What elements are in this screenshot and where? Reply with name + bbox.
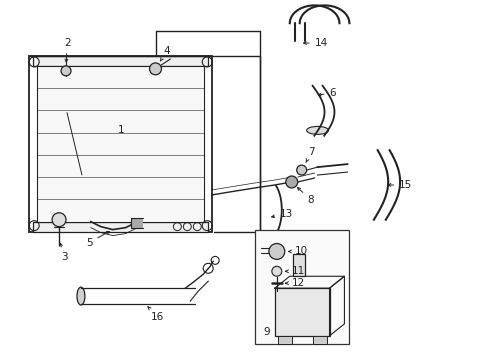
- Circle shape: [272, 266, 282, 276]
- Text: 14: 14: [303, 38, 328, 48]
- Text: 9: 9: [264, 327, 270, 337]
- Circle shape: [149, 63, 162, 75]
- Circle shape: [269, 243, 285, 260]
- Text: 4: 4: [160, 46, 170, 61]
- Bar: [278, 336, 292, 344]
- Bar: [313, 336, 326, 344]
- Ellipse shape: [53, 68, 63, 73]
- Bar: [275, 288, 329, 336]
- Text: 11: 11: [286, 266, 305, 276]
- Bar: [255, 230, 349, 344]
- Bar: [293, 255, 305, 276]
- Polygon shape: [329, 276, 344, 336]
- Circle shape: [297, 165, 307, 175]
- Ellipse shape: [69, 68, 79, 73]
- Circle shape: [286, 176, 298, 188]
- Bar: [33, 56, 208, 66]
- Circle shape: [61, 66, 71, 76]
- Text: 1: 1: [118, 125, 124, 135]
- Polygon shape: [131, 218, 143, 228]
- Text: 12: 12: [286, 278, 305, 288]
- Text: 5: 5: [86, 231, 109, 248]
- Ellipse shape: [307, 126, 328, 134]
- Text: 10: 10: [289, 247, 308, 256]
- Ellipse shape: [293, 251, 305, 257]
- Circle shape: [52, 213, 66, 227]
- Bar: [37, 66, 204, 222]
- Ellipse shape: [77, 287, 85, 305]
- Bar: [33, 222, 208, 231]
- Text: 6: 6: [318, 88, 336, 98]
- Text: 3: 3: [60, 243, 68, 262]
- Text: 7: 7: [306, 147, 314, 162]
- Text: 13: 13: [271, 209, 293, 219]
- Bar: [29, 56, 212, 231]
- Polygon shape: [275, 276, 344, 288]
- Text: 2: 2: [64, 38, 71, 62]
- Text: 16: 16: [148, 307, 164, 322]
- Text: 8: 8: [297, 188, 314, 205]
- Text: 15: 15: [388, 180, 413, 190]
